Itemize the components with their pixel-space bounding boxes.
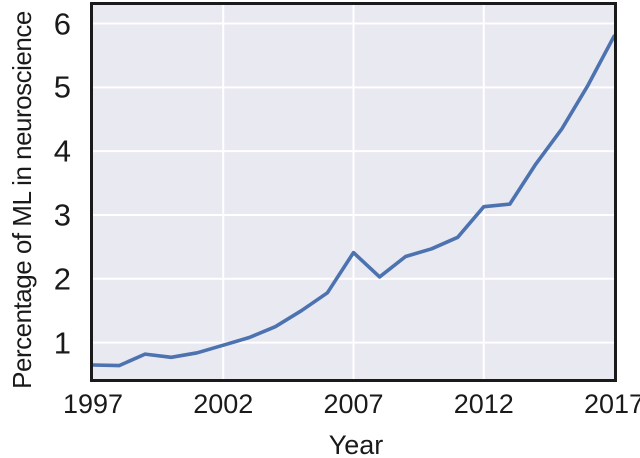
y-tick-label: 3 (53, 197, 71, 233)
x-tick-label: 2007 (323, 389, 384, 419)
x-tick-label: 2017 (583, 389, 640, 419)
plot-area (90, 2, 617, 382)
x-tick-label: 2012 (453, 389, 514, 419)
data-line (93, 34, 614, 368)
x-tick-label: 1997 (62, 389, 124, 419)
y-tick-label: 5 (53, 69, 71, 105)
x-axis-label: Year (328, 430, 384, 458)
y-tick-label: 6 (53, 6, 71, 41)
y-tick-label: 4 (53, 133, 71, 169)
x-tick-label: 2002 (193, 389, 254, 419)
y-tick-label: 2 (53, 261, 71, 297)
y-tick-label: 1 (53, 325, 71, 361)
line-chart (93, 5, 614, 379)
